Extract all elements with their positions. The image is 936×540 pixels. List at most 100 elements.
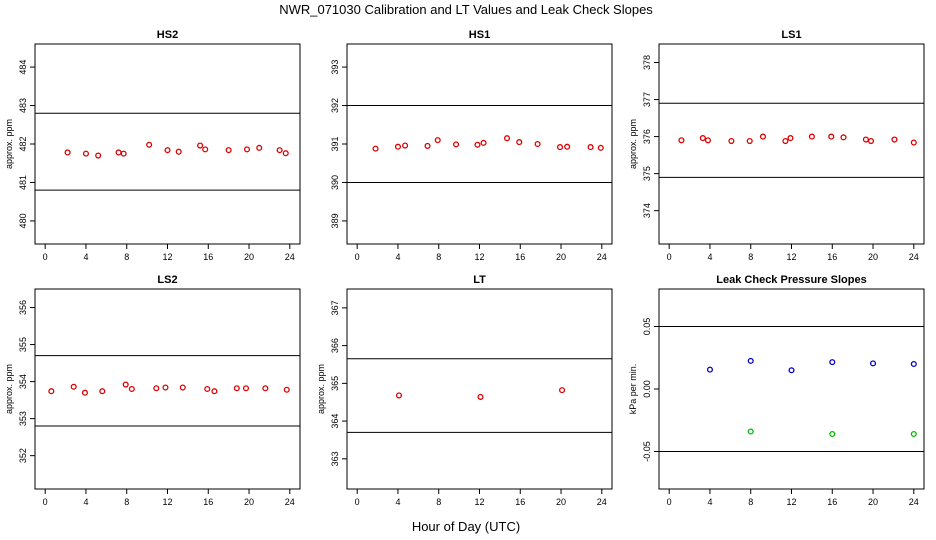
y-tick-label: 355 (18, 337, 28, 352)
y-tick-label: 356 (18, 300, 28, 315)
data-point (243, 146, 251, 153)
data-point (678, 137, 685, 144)
x-tick-label: 24 (285, 252, 295, 262)
y-axis-label: approx. ppm (4, 364, 14, 414)
panel-6: Leak Check Pressure Slopes kPa per min. 0 4… (628, 274, 925, 507)
y-tick-label: 393 (330, 60, 340, 75)
panel-title: Leak Check Pressure Slopes (716, 274, 866, 286)
data-point (829, 359, 836, 366)
data-point (262, 385, 269, 392)
data-point (867, 137, 875, 145)
y-tick-label: 352 (18, 448, 28, 463)
y-tick-label: 392 (330, 98, 340, 113)
x-tick-label: 12 (474, 497, 484, 507)
plot-frame (658, 43, 925, 245)
data-point (153, 385, 160, 392)
data-point (910, 139, 917, 146)
data-point (70, 383, 77, 390)
data-point (453, 141, 460, 148)
x-tick-label: 0 (43, 252, 48, 262)
data-point (480, 139, 487, 146)
plot-frame (658, 288, 925, 490)
x-tick-label: 0 (667, 497, 672, 507)
x-tick-label: 24 (909, 252, 919, 262)
plot-frame (346, 288, 613, 490)
y-tick-label: 0.05 (642, 318, 652, 336)
panel-4: LS2 approx. ppm 0 4 8 12 16 20 24 352 353 354 355 356 (4, 274, 301, 507)
panel-1: HS2 approx. ppm 0 4 8 12 16 20 24 480 481 482 483 484 (4, 29, 301, 262)
x-tick-label: 4 (83, 252, 88, 262)
data-point (910, 430, 917, 438)
data-point (211, 388, 218, 395)
data-point (787, 135, 794, 142)
x-tick-label: 20 (556, 497, 566, 507)
data-point (204, 385, 211, 393)
data-point (99, 388, 106, 395)
x-tick-label: 20 (556, 252, 566, 262)
x-tick-label: 12 (474, 252, 484, 262)
panel-2: HS1 0 4 8 12 16 20 24 389 390 391 392 393 (330, 29, 613, 262)
x-tick-label: 8 (748, 497, 753, 507)
data-point (424, 142, 431, 149)
y-tick-label: 481 (18, 175, 28, 190)
y-tick-label: 378 (642, 55, 652, 70)
x-tick-label: 8 (748, 252, 753, 262)
data-point (162, 384, 169, 391)
data-point (534, 140, 541, 148)
data-point (556, 144, 564, 151)
y-tick-label: 364 (330, 414, 340, 429)
data-point (175, 148, 182, 155)
data-point (597, 144, 604, 151)
y-tick-label: 482 (18, 136, 28, 151)
panel-title: HS1 (469, 29, 490, 41)
y-tick-label: 366 (330, 338, 340, 353)
data-point (747, 357, 754, 364)
data-point (759, 133, 767, 140)
data-point (746, 137, 753, 145)
x-tick-label: 20 (244, 252, 254, 262)
y-tick-label: 391 (330, 136, 340, 151)
y-axis-label: kPa per min. (628, 364, 638, 415)
x-tick-label: 12 (162, 497, 172, 507)
data-point (225, 147, 232, 154)
x-tick-label: 0 (667, 252, 672, 262)
data-point (115, 149, 122, 156)
panel-3: LS1 approx. ppm 0 4 8 12 16 20 24 374 375 376 377 378 (628, 29, 925, 262)
plot-frame (34, 43, 301, 245)
data-point (82, 150, 90, 157)
data-point (747, 428, 754, 435)
data-point (256, 144, 263, 151)
y-tick-label: 0.00 (642, 380, 652, 398)
data-point (242, 385, 250, 392)
panel-title: HS2 (157, 29, 178, 41)
y-tick-label: 353 (18, 411, 28, 426)
y-axis-label: approx. ppm (628, 119, 638, 169)
panel-title: LS2 (157, 274, 177, 286)
y-axis-label: approx. ppm (4, 119, 14, 169)
data-point (477, 393, 484, 400)
data-point (706, 366, 714, 373)
data-point (829, 430, 836, 438)
data-point (559, 387, 566, 394)
data-point (782, 137, 789, 145)
x-tick-label: 16 (515, 252, 525, 262)
y-tick-label: 480 (18, 213, 28, 228)
data-point (197, 142, 204, 149)
x-tick-label: 0 (355, 497, 360, 507)
x-tick-label: 8 (124, 497, 129, 507)
data-point (233, 385, 240, 392)
data-point (48, 388, 55, 395)
x-tick-label: 4 (707, 497, 712, 507)
data-point (372, 145, 379, 152)
data-point (869, 360, 877, 367)
panel-title: LT (473, 274, 486, 286)
panel-title: LS1 (781, 29, 801, 41)
x-tick-label: 4 (395, 497, 400, 507)
x-tick-label: 0 (43, 497, 48, 507)
data-point (64, 149, 71, 156)
x-tick-label: 4 (395, 252, 400, 262)
x-tick-label: 8 (436, 252, 441, 262)
y-tick-label: 483 (18, 98, 28, 113)
x-tick-label: 20 (244, 497, 254, 507)
